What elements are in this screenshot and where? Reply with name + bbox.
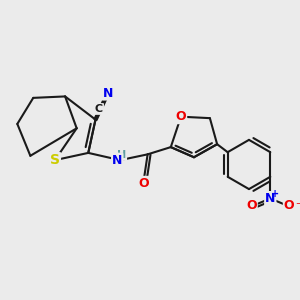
Text: N: N (103, 87, 113, 100)
Text: H: H (117, 150, 126, 160)
Text: N: N (112, 154, 122, 166)
Text: ⁻: ⁻ (295, 201, 300, 211)
Text: O: O (246, 199, 257, 212)
Text: S: S (50, 153, 60, 167)
Text: C: C (95, 104, 103, 114)
Text: O: O (138, 177, 148, 190)
Text: N: N (265, 192, 275, 205)
Text: +: + (271, 189, 279, 199)
Text: O: O (284, 199, 294, 212)
Text: O: O (176, 110, 186, 123)
